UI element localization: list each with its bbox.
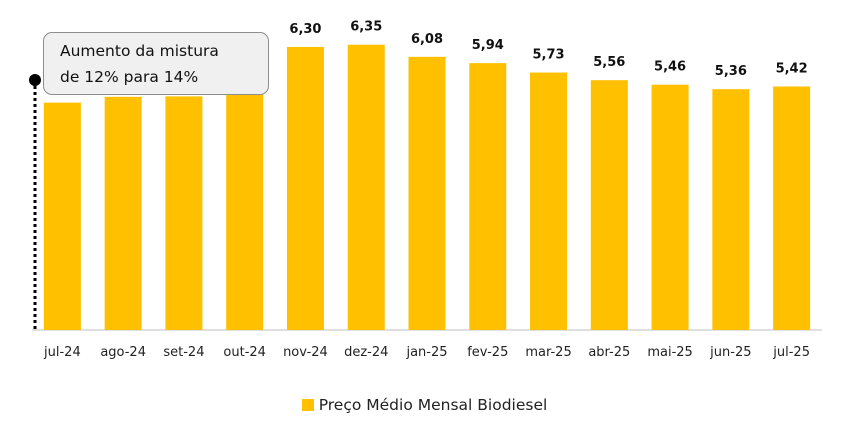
x-tick-labels-layer: jul-24 ago-24 set-24 out-24 nov-24 dez-24 jan-… (43, 345, 810, 360)
x-tick-label-out-24: out-24 (223, 345, 266, 360)
x-tick-label-mar-25: mar-25 (525, 345, 571, 360)
x-tick-label-dez-24: dez-24 (344, 345, 388, 360)
bar-jul-24 (43, 102, 81, 330)
x-tick-label-jul-25: jul-25 (772, 345, 810, 360)
x-tick-label-nov-24: nov-24 (283, 345, 328, 360)
x-tick-label-jun-25: jun-25 (709, 345, 751, 360)
bar-jun-25 (712, 89, 750, 331)
bar-nov-24 (286, 46, 324, 330)
value-label-nov-24: 6,30 (289, 22, 321, 37)
x-tick-label-set-24: set-24 (163, 345, 204, 360)
legend: Preço Médio Mensal Biodiesel (0, 396, 849, 414)
bar-ago-24 (104, 96, 142, 330)
bar-fev-25 (469, 63, 507, 331)
x-tick-label-jul-24: jul-24 (43, 345, 81, 360)
bar-mar-25 (530, 72, 568, 331)
bar-dez-24 (347, 44, 385, 330)
x-tick-label-ago-24: ago-24 (100, 345, 146, 360)
legend-label: Preço Médio Mensal Biodiesel (318, 396, 548, 414)
value-label-fev-25: 5,94 (472, 38, 504, 53)
x-tick-label-jan-25: jan-25 (405, 345, 447, 360)
bar-abr-25 (590, 80, 628, 330)
annotation-callout: Aumento da mistura de 12% para 14% (43, 32, 269, 95)
annotation-text-line2: de 12% para 14% (60, 68, 199, 86)
legend-swatch (301, 399, 314, 411)
value-label-jun-25: 5,36 (715, 64, 747, 79)
bar-jul-25 (773, 86, 811, 330)
value-label-jan-25: 6,08 (411, 32, 443, 47)
x-tick-label-abr-25: abr-25 (588, 345, 630, 360)
value-label-mar-25: 5,73 (533, 48, 565, 63)
value-label-abr-25: 5,56 (593, 55, 625, 70)
bar-jan-25 (408, 56, 446, 330)
x-tick-label-fev-25: fev-25 (467, 345, 508, 360)
value-label-mai-25: 5,46 (654, 60, 686, 75)
bar-out-24 (226, 80, 264, 330)
bars-layer (43, 44, 811, 331)
value-label-dez-24: 6,35 (350, 20, 382, 35)
annotation-marker (29, 74, 41, 86)
bar-mai-25 (651, 84, 689, 331)
value-label-jul-25: 5,42 (776, 61, 808, 76)
bar-set-24 (165, 96, 203, 331)
annotation-text-line1: Aumento da mistura (60, 42, 219, 60)
x-tick-label-mai-25: mai-25 (647, 345, 692, 360)
